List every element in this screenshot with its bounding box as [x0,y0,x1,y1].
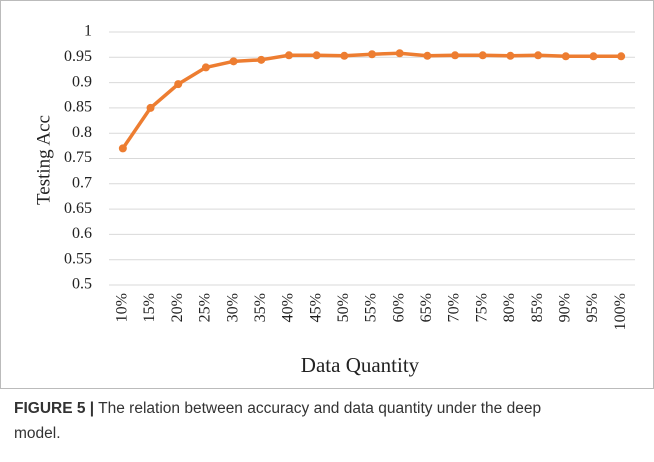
caption-text: The relation between accuracy and data q… [98,400,541,417]
x-tick-label: 85% [529,293,546,322]
data-point [257,55,266,64]
chart-frame [0,0,654,389]
data-point [368,50,376,59]
data-point [312,51,321,60]
x-tick-label: 25% [197,293,214,322]
y-tick-label: 1 [84,23,92,40]
x-tick-label: 70% [446,293,463,322]
data-point [506,51,515,60]
data-point [589,52,598,61]
x-tick-label: 20% [169,293,186,322]
data-point [395,49,404,58]
y-tick-label: 0.6 [72,225,92,242]
x-tick-label: 15% [141,293,158,322]
y-tick-label: 0.7 [72,174,92,191]
x-tick-label: 30% [224,293,241,322]
caption-label: FIGURE 5 | [14,400,94,417]
y-tick-label: 0.55 [64,250,92,267]
y-tick-label: 0.75 [64,149,92,166]
data-point [534,51,543,60]
x-tick-label: 45% [307,293,324,322]
x-tick-label: 90% [556,293,573,322]
x-tick-label: 60% [390,293,407,322]
x-tick-label: 40% [280,293,297,322]
data-point [451,51,460,60]
data-point [229,57,238,66]
x-axis-label: Data Quantity [301,353,420,377]
x-tick-label: 10% [114,293,131,322]
data-point [423,51,432,60]
data-point [284,51,293,60]
caption-text: model. [14,425,61,442]
y-tick-label: 0.95 [64,48,92,65]
data-point [201,63,210,72]
y-axis-label: Testing Acc [33,115,54,205]
data-point [146,103,155,112]
x-tick-label: 100% [612,293,629,330]
x-tick-label: 35% [252,293,269,322]
caption-line: FIGURE 5 | The relation between accuracy… [14,400,541,417]
data-point [561,52,570,61]
x-tick-label: 95% [584,293,601,322]
data-point [478,51,487,60]
y-tick-label: 0.65 [64,200,92,217]
y-tick-label: 0.8 [72,124,92,141]
data-point [174,80,183,89]
x-tick-label: 50% [335,293,352,322]
x-tick-label: 80% [501,293,518,322]
y-tick-label: 0.9 [72,73,92,90]
y-tick-label: 0.85 [64,99,92,116]
y-tick-label: 0.5 [72,276,92,293]
x-tick-label: 65% [418,293,435,322]
data-point [118,144,127,153]
x-tick-label: 55% [363,293,380,322]
x-tick-label: 75% [473,293,490,322]
data-point [617,52,626,61]
data-point [340,51,349,60]
